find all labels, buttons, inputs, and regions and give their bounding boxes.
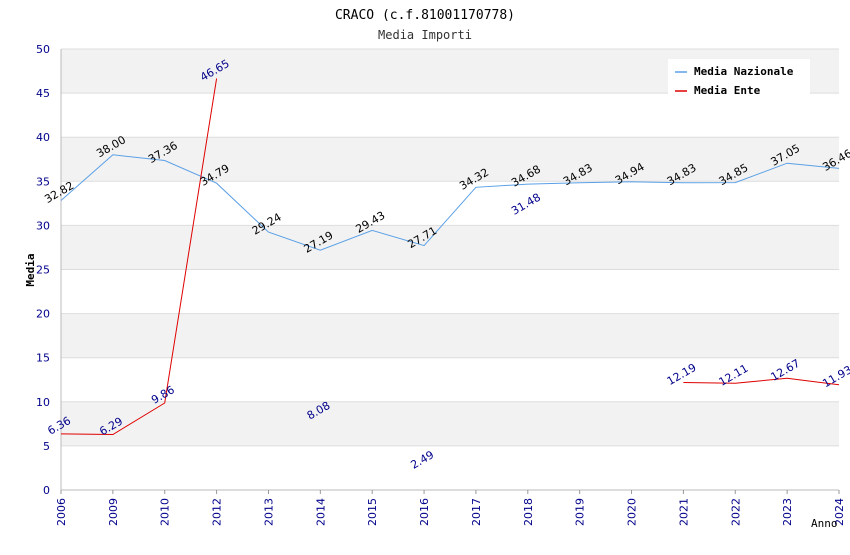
plot-band [61, 269, 839, 314]
plot-background [61, 49, 839, 490]
chart-title: CRACO (c.f.81001170778) [335, 8, 515, 23]
x-tick-label: 2015 [366, 498, 379, 526]
plot-band [61, 313, 839, 358]
x-tick-label: 2020 [626, 498, 639, 526]
plot-band [61, 357, 839, 402]
x-tick-label: 2023 [781, 498, 794, 526]
plot-band [61, 445, 839, 490]
y-axis-title: Media [24, 253, 37, 286]
x-tick-label: 2018 [522, 498, 535, 526]
y-tick-label: 15 [36, 352, 50, 365]
legend: Media Nazionale Media Ente [668, 59, 810, 99]
y-tick-label: 50 [36, 43, 50, 56]
plot-band [61, 225, 839, 270]
y-tick-label: 30 [36, 219, 50, 232]
x-tick-label: 2013 [262, 498, 275, 526]
chart-subtitle: Media Importi [378, 28, 472, 42]
x-tick-label: 2021 [677, 498, 690, 526]
legend-label-nazionale: Media Nazionale [694, 65, 794, 78]
plot-band [61, 137, 839, 182]
y-tick-label: 20 [36, 308, 50, 321]
y-tick-labels: 0 5 10 15 20 25 30 35 40 45 50 [36, 43, 50, 497]
series-line-ente [683, 377, 840, 386]
y-tick-label: 35 [36, 175, 50, 188]
plot-band [61, 401, 839, 446]
x-tick-label: 2010 [159, 498, 172, 526]
x-tick-label: 2019 [574, 498, 587, 526]
plot-band [61, 93, 839, 138]
x-tick-label: 2012 [211, 498, 224, 526]
y-tick-label: 45 [36, 87, 50, 100]
y-tick-label: 5 [43, 440, 50, 453]
x-tick-labels: 2006 2009 2010 2012 2013 2014 2015 2016 2017 2018… [55, 498, 846, 526]
x-tick-label: 2016 [418, 498, 431, 526]
x-tick-label: 2009 [107, 498, 120, 526]
y-tick-label: 40 [36, 131, 50, 144]
plot-band [61, 181, 839, 226]
x-tick-label: 2006 [55, 498, 68, 526]
y-tick-label: 10 [36, 396, 50, 409]
x-tick-label: 2024 [833, 498, 846, 526]
legend-box [668, 59, 810, 99]
y-tick-label: 0 [43, 484, 50, 497]
axes [60, 49, 840, 494]
legend-label-ente: Media Ente [694, 84, 761, 97]
series-line-ente [60, 78, 218, 436]
x-tick-label: 2014 [314, 498, 327, 526]
x-tick-label: 2017 [470, 498, 483, 526]
x-axis-title: Anno [811, 517, 838, 530]
x-tick-label: 2022 [729, 498, 742, 526]
series-lines [60, 78, 840, 436]
y-tick-label: 25 [36, 264, 50, 277]
series-line-nazionale [60, 154, 840, 251]
